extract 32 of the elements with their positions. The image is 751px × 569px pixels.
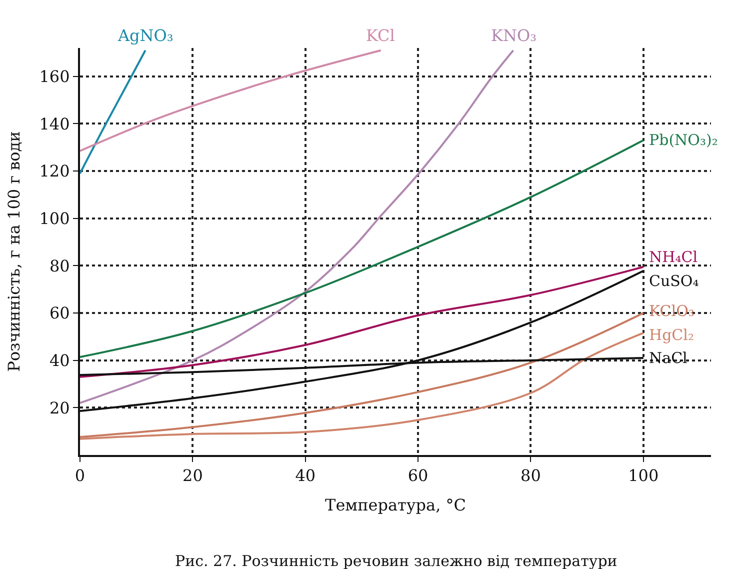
series-label: KClO₃ <box>649 302 694 320</box>
y-tick-label: 140 <box>39 114 70 134</box>
x-axis-title: Температура, °C <box>325 495 466 514</box>
y-tick-label: 60 <box>49 304 70 323</box>
y-tick-label: 100 <box>39 208 70 228</box>
series-label: Pb(NO₃)₂ <box>649 131 718 149</box>
x-tick-label: 40 <box>295 466 316 486</box>
y-axis-title: Розчинність, г на 100 г води <box>4 131 24 372</box>
series-label: KCl <box>366 26 395 45</box>
line-series <box>80 49 146 174</box>
text: Рис. 27. Розчинність речовин залежно від температури <box>175 552 618 569</box>
y-tick-label: 120 <box>39 162 70 181</box>
y-tick-label: 160 <box>39 67 70 86</box>
line-series <box>80 49 514 404</box>
line-series <box>80 49 382 152</box>
y-tick-label: 40 <box>49 350 70 370</box>
series-label: CuSO₄ <box>649 272 699 290</box>
y-tick-label: 80 <box>49 256 70 276</box>
series-label: KNO₃ <box>491 26 536 45</box>
line-series <box>80 139 644 358</box>
x-tick-label: 0 <box>74 466 86 486</box>
series-label: NH₄Cl <box>649 248 698 266</box>
line-series <box>80 266 644 378</box>
series-label: NaCl <box>649 349 688 367</box>
x-tick-label: 100 <box>628 466 659 486</box>
series-label: AgNO₃ <box>117 26 174 45</box>
x-tick-label: 60 <box>408 466 428 486</box>
line-series <box>80 312 644 438</box>
x-tick-label: 20 <box>182 466 203 486</box>
x-tick-label: 80 <box>520 466 541 486</box>
series-label: HgCl₂ <box>649 326 694 344</box>
y-tick-label: 20 <box>49 398 70 418</box>
